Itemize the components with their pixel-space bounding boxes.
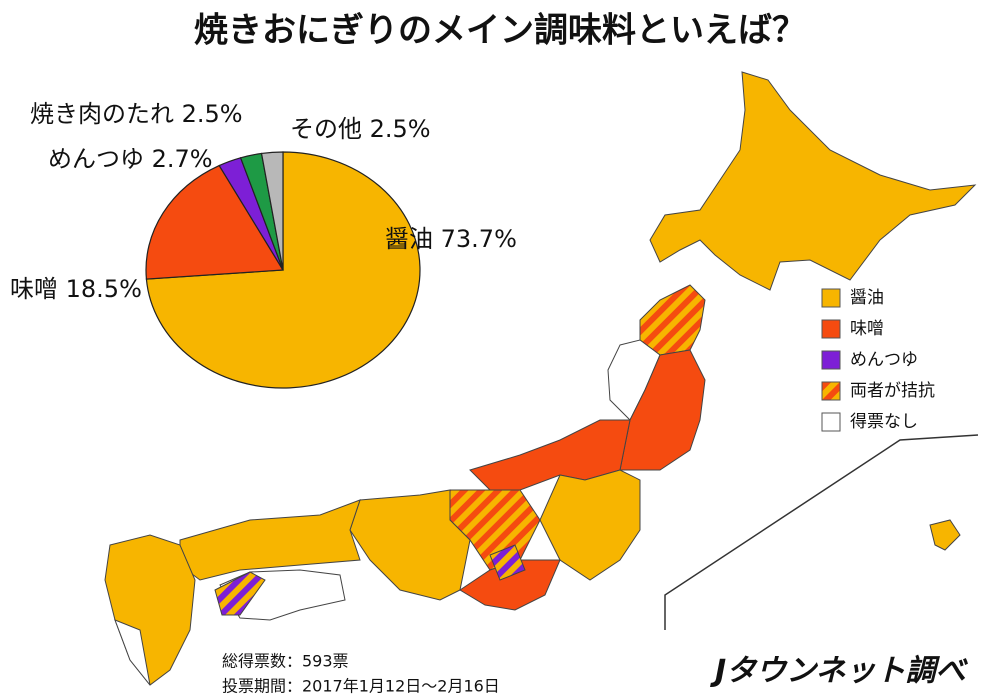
slice-label: 醤油 73.7% xyxy=(385,225,517,253)
tohoku-east xyxy=(619,349,706,471)
hokkaido xyxy=(649,71,977,291)
legend-label: 醤油 xyxy=(850,288,884,308)
kyushu-white xyxy=(114,619,151,686)
slice-label: 焼き肉のたれ 2.5% xyxy=(30,100,243,128)
kinki xyxy=(349,489,471,601)
slice-name: 醤油 xyxy=(385,225,433,253)
legend-label: 得票なし xyxy=(850,412,918,432)
slice-value: 73.7% xyxy=(441,225,517,253)
slice-label: めんつゆ 2.7% xyxy=(48,145,213,173)
kyushu xyxy=(104,534,196,686)
legend-swatch xyxy=(821,288,841,308)
inset-border xyxy=(664,434,979,630)
slice-value: 18.5% xyxy=(66,275,142,303)
slice-value: 2.7% xyxy=(152,145,213,173)
slice-value: 2.5% xyxy=(182,100,243,128)
legend-label: めんつゆ xyxy=(850,350,918,370)
kanto xyxy=(539,469,641,581)
note: 投票期間：2017年1月12日～2月16日 xyxy=(222,677,500,696)
slice-label: その他 2.5% xyxy=(290,115,431,143)
chugoku xyxy=(179,499,361,581)
shikoku-purple xyxy=(214,571,266,616)
pie-slice xyxy=(145,164,285,280)
tokai-purple xyxy=(489,544,526,581)
slice-name: 味噌 xyxy=(10,275,58,303)
note: 総得票数：593票 xyxy=(222,652,349,671)
legend-swatch xyxy=(821,412,841,432)
slice-value: 2.5% xyxy=(370,115,431,143)
pie-slice xyxy=(260,151,284,271)
okinawa xyxy=(929,519,961,551)
legend-swatch xyxy=(821,319,841,339)
legend-swatch xyxy=(821,381,841,401)
credit: Jタウンネット調べ xyxy=(710,654,969,689)
chart-title: 焼きおにぎりのメイン調味料といえば？ xyxy=(194,11,806,51)
legend-label: 味噌 xyxy=(850,319,884,339)
tohoku-hatch xyxy=(639,284,706,356)
slice-name: 焼き肉のたれ xyxy=(30,100,174,128)
slice-name: めんつゆ xyxy=(48,145,144,173)
slice-label: 味噌 18.5% xyxy=(10,275,142,303)
map xyxy=(104,71,979,686)
legend-label: 両者が拮抗 xyxy=(850,381,935,401)
slice-name: その他 xyxy=(290,115,362,143)
legend-swatch xyxy=(821,350,841,370)
